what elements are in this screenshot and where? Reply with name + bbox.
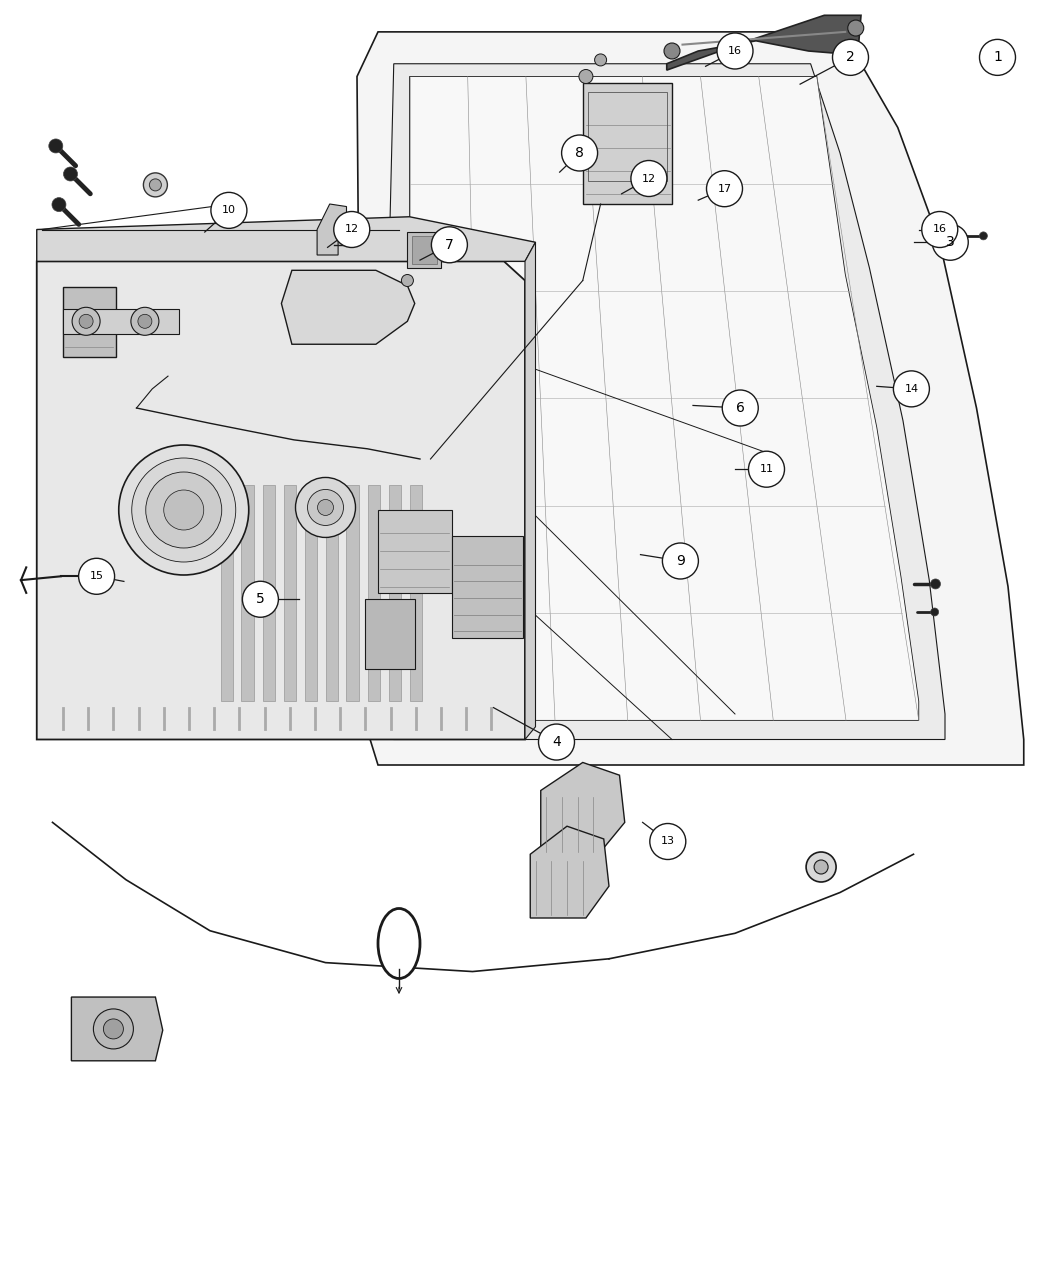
Circle shape	[308, 490, 343, 525]
Circle shape	[164, 490, 204, 530]
Circle shape	[317, 500, 334, 515]
Circle shape	[847, 20, 864, 36]
Text: 12: 12	[344, 224, 359, 235]
Text: 10: 10	[222, 205, 236, 215]
Polygon shape	[63, 287, 116, 357]
Circle shape	[211, 193, 247, 228]
Polygon shape	[365, 599, 415, 669]
Circle shape	[980, 40, 1015, 75]
Polygon shape	[326, 484, 338, 701]
Text: 16: 16	[932, 224, 947, 235]
Polygon shape	[378, 510, 452, 593]
Circle shape	[749, 451, 784, 487]
Circle shape	[72, 307, 100, 335]
Polygon shape	[357, 32, 1024, 765]
Circle shape	[63, 167, 78, 181]
Circle shape	[48, 139, 63, 153]
Circle shape	[932, 224, 968, 260]
Text: 9: 9	[676, 555, 685, 567]
Circle shape	[707, 171, 742, 207]
Circle shape	[149, 179, 162, 191]
Polygon shape	[284, 484, 296, 701]
Circle shape	[664, 43, 680, 59]
Polygon shape	[317, 204, 346, 255]
Polygon shape	[368, 484, 380, 701]
Ellipse shape	[378, 909, 420, 978]
Polygon shape	[63, 309, 178, 334]
Circle shape	[144, 173, 167, 196]
Circle shape	[243, 581, 278, 617]
Text: 14: 14	[904, 384, 919, 394]
Text: 6: 6	[736, 402, 744, 414]
Circle shape	[631, 161, 667, 196]
Circle shape	[295, 477, 356, 538]
Circle shape	[814, 861, 828, 873]
Circle shape	[663, 543, 698, 579]
Circle shape	[922, 212, 958, 247]
Text: 8: 8	[575, 147, 584, 159]
Circle shape	[79, 558, 114, 594]
Polygon shape	[220, 484, 233, 701]
Circle shape	[894, 371, 929, 407]
Polygon shape	[388, 484, 401, 701]
Polygon shape	[530, 826, 609, 918]
Circle shape	[119, 445, 249, 575]
Polygon shape	[37, 217, 536, 261]
Circle shape	[401, 274, 414, 287]
Polygon shape	[407, 232, 441, 268]
Text: 1: 1	[993, 51, 1002, 64]
Text: 5: 5	[256, 593, 265, 606]
Text: 7: 7	[445, 238, 454, 251]
Polygon shape	[304, 484, 317, 701]
Circle shape	[579, 70, 593, 83]
Circle shape	[930, 579, 941, 589]
Circle shape	[334, 212, 370, 247]
Circle shape	[93, 1009, 133, 1049]
Circle shape	[131, 307, 159, 335]
Text: 13: 13	[660, 836, 675, 847]
Text: 15: 15	[89, 571, 104, 581]
Text: 2: 2	[846, 51, 855, 64]
Text: 3: 3	[946, 236, 954, 249]
Circle shape	[650, 824, 686, 859]
Polygon shape	[37, 261, 525, 740]
Polygon shape	[525, 242, 536, 740]
Text: 4: 4	[552, 736, 561, 748]
Polygon shape	[452, 536, 523, 638]
Circle shape	[138, 315, 152, 328]
Polygon shape	[667, 15, 861, 70]
Circle shape	[51, 198, 66, 212]
Polygon shape	[412, 236, 437, 264]
Polygon shape	[281, 270, 415, 344]
Circle shape	[930, 608, 939, 616]
Circle shape	[722, 390, 758, 426]
Polygon shape	[410, 484, 422, 701]
Circle shape	[717, 33, 753, 69]
Circle shape	[833, 40, 868, 75]
Polygon shape	[71, 997, 163, 1061]
Polygon shape	[346, 484, 359, 701]
Circle shape	[432, 227, 467, 263]
Text: 17: 17	[717, 184, 732, 194]
Circle shape	[539, 724, 574, 760]
Circle shape	[79, 315, 93, 328]
Polygon shape	[262, 484, 275, 701]
Circle shape	[146, 472, 222, 548]
Text: 16: 16	[728, 46, 742, 56]
Circle shape	[131, 458, 236, 562]
Circle shape	[562, 135, 597, 171]
Circle shape	[980, 232, 987, 240]
Polygon shape	[242, 484, 254, 701]
Polygon shape	[583, 83, 672, 204]
Circle shape	[103, 1019, 124, 1039]
Text: 12: 12	[642, 173, 656, 184]
Polygon shape	[541, 762, 625, 854]
Polygon shape	[410, 76, 919, 720]
Circle shape	[806, 852, 836, 882]
Polygon shape	[378, 64, 945, 739]
Text: 11: 11	[759, 464, 774, 474]
Circle shape	[594, 54, 607, 66]
